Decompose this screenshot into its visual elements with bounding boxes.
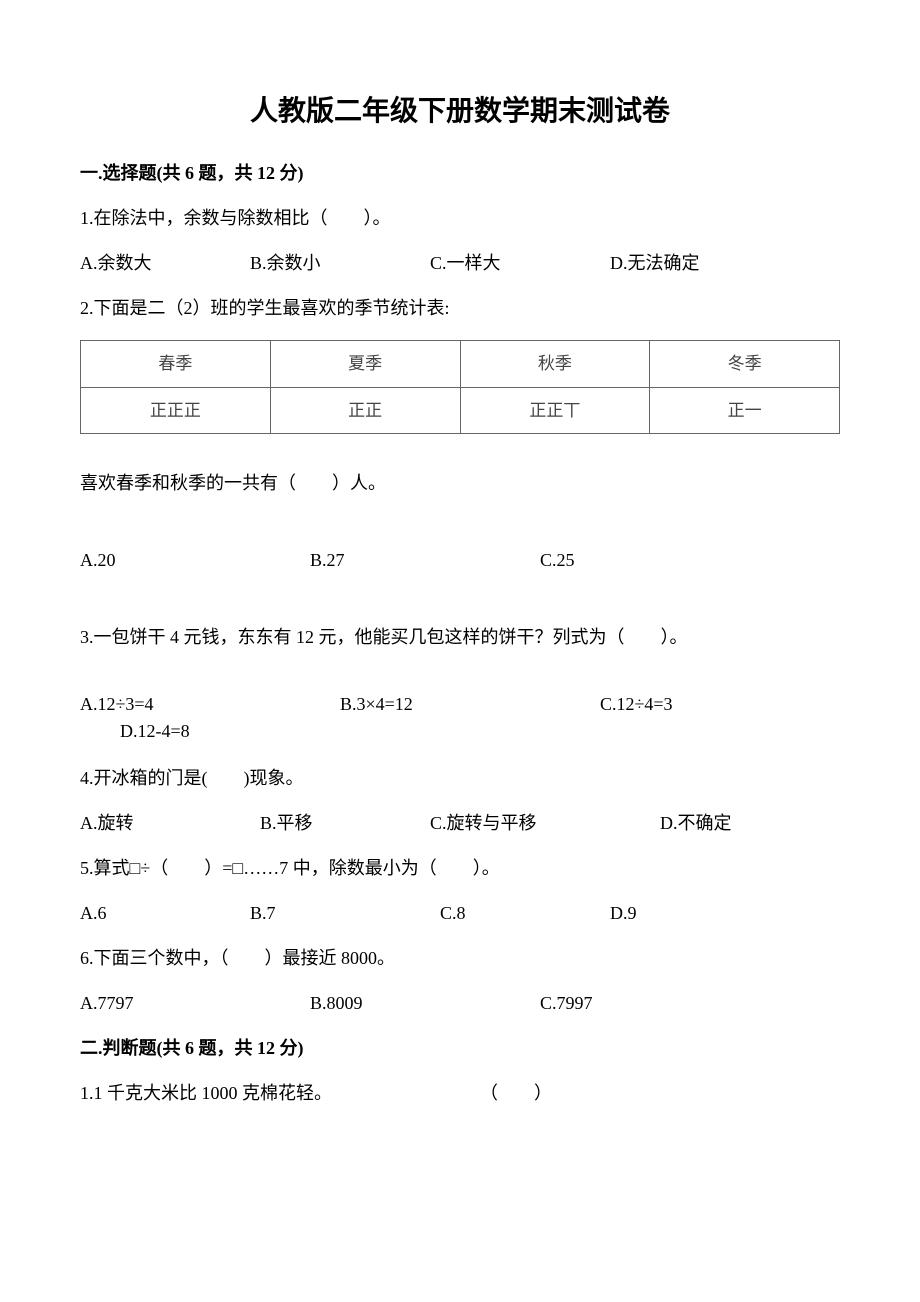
q1-option-c: C.一样大 — [430, 250, 610, 277]
q4-option-d: D.不确定 — [660, 810, 800, 837]
table-tally-summer: 正正 — [270, 387, 460, 434]
q6-option-b: B.8009 — [310, 990, 540, 1017]
table-header-spring: 春季 — [81, 341, 271, 388]
table-row: 春季 夏季 秋季 冬季 — [81, 341, 840, 388]
q6-option-c: C.7997 — [540, 990, 680, 1017]
q1-option-a: A.余数大 — [80, 250, 250, 277]
season-stat-table: 春季 夏季 秋季 冬季 正正正 正正 正正丅 正一 — [80, 340, 840, 434]
page-title: 人教版二年级下册数学期末测试卷 — [80, 90, 840, 132]
q4-option-c: C.旋转与平移 — [430, 810, 660, 837]
table-header-autumn: 秋季 — [460, 341, 650, 388]
question-3-prompt: 3.一包饼干 4 元钱，东东有 12 元，他能买几包这样的饼干？列式为（ ）。 — [80, 624, 840, 651]
question-2-subprompt: 喜欢春季和秋季的一共有（ ）人。 — [80, 470, 840, 497]
tf-q1-paren: （ ） — [480, 1080, 552, 1107]
question-2-prompt: 2.下面是二（2）班的学生最喜欢的季节统计表: — [80, 295, 840, 322]
question-4-options: A.旋转 B.平移 C.旋转与平移 D.不确定 — [80, 810, 840, 837]
table-row: 正正正 正正 正正丅 正一 — [81, 387, 840, 434]
q3-option-d: D.12-4=8 — [80, 718, 840, 745]
table-tally-winter: 正一 — [650, 387, 840, 434]
section-2-header: 二.判断题(共 6 题，共 12 分) — [80, 1035, 840, 1062]
question-3-options: A.12÷3=4 B.3×4=12 C.12÷4=3 D.12-4=8 — [80, 691, 840, 745]
tf-question-1: 1.1 千克大米比 1000 克棉花轻。 （ ） — [80, 1080, 840, 1107]
table-tally-spring: 正正正 — [81, 387, 271, 434]
table-header-summer: 夏季 — [270, 341, 460, 388]
q5-option-b: B.7 — [250, 900, 440, 927]
question-1-prompt: 1.在除法中，余数与除数相比（ ）。 — [80, 205, 840, 232]
q5-option-c: C.8 — [440, 900, 610, 927]
q3-option-a: A.12÷3=4 — [80, 691, 340, 718]
question-1-options: A.余数大 B.余数小 C.一样大 D.无法确定 — [80, 250, 840, 277]
question-4-prompt: 4.开冰箱的门是( )现象。 — [80, 765, 840, 792]
question-6-options: A.7797 B.8009 C.7997 — [80, 990, 840, 1017]
q2-option-b: B.27 — [310, 547, 540, 574]
q4-option-a: A.旋转 — [80, 810, 260, 837]
q3-option-c: C.12÷4=3 — [600, 691, 760, 718]
q1-option-b: B.余数小 — [250, 250, 430, 277]
q5-option-a: A.6 — [80, 900, 250, 927]
table-tally-autumn: 正正丅 — [460, 387, 650, 434]
question-5-prompt: 5.算式□÷（ ）=□……7 中，除数最小为（ ）。 — [80, 855, 840, 882]
q4-option-b: B.平移 — [260, 810, 430, 837]
question-5-options: A.6 B.7 C.8 D.9 — [80, 900, 840, 927]
q3-option-b: B.3×4=12 — [340, 691, 600, 718]
question-6-prompt: 6.下面三个数中，（ ）最接近 8000。 — [80, 945, 840, 972]
tf-q1-statement: 1.1 千克大米比 1000 克棉花轻。 — [80, 1080, 480, 1107]
section-1-header: 一.选择题(共 6 题，共 12 分) — [80, 160, 840, 187]
q6-option-a: A.7797 — [80, 990, 310, 1017]
question-2-options: A.20 B.27 C.25 — [80, 547, 840, 574]
table-header-winter: 冬季 — [650, 341, 840, 388]
q1-option-d: D.无法确定 — [610, 250, 750, 277]
q2-option-a: A.20 — [80, 547, 310, 574]
q2-option-c: C.25 — [540, 547, 680, 574]
q5-option-d: D.9 — [610, 900, 710, 927]
